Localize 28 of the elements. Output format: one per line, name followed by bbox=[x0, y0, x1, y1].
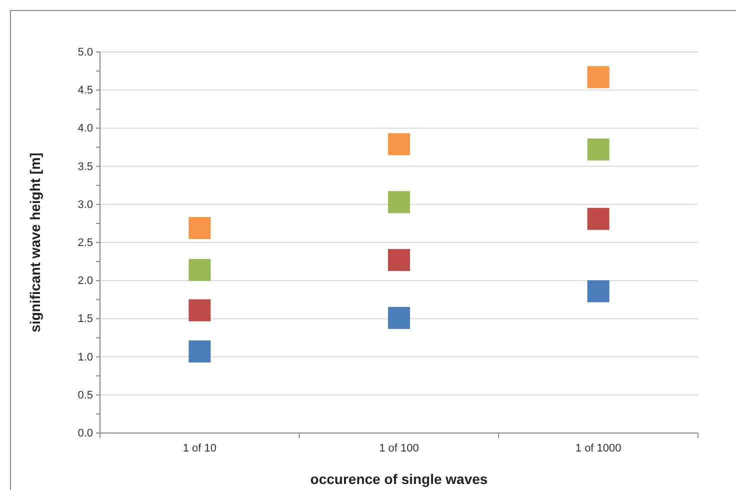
y-tick-label: 3.5 bbox=[78, 160, 93, 173]
y-tick-label: 2.0 bbox=[78, 275, 93, 288]
point bbox=[188, 217, 211, 240]
point bbox=[587, 208, 610, 230]
y-tick-label: 2.5 bbox=[78, 237, 93, 250]
point bbox=[388, 191, 410, 214]
y-tick-label: 4.5 bbox=[78, 84, 93, 97]
x-tick-label: 1 of 10 bbox=[182, 442, 216, 454]
y-tick-label: 4.0 bbox=[78, 122, 93, 135]
point bbox=[188, 340, 211, 362]
y-tick-label: 5.0 bbox=[78, 46, 93, 59]
x-axis-title: occurence of single waves bbox=[310, 471, 488, 487]
y-axis-title: significant wave height [m] bbox=[27, 152, 43, 332]
point bbox=[388, 306, 410, 329]
point bbox=[188, 299, 211, 322]
point bbox=[388, 249, 410, 272]
y-tick-label: 1.5 bbox=[78, 313, 93, 326]
point bbox=[188, 258, 211, 281]
point bbox=[388, 133, 410, 156]
x-tick-label: 1 of 1000 bbox=[575, 442, 622, 454]
y-tick-label: 0.5 bbox=[78, 389, 93, 402]
point bbox=[587, 138, 610, 161]
y-tick-label: 3.0 bbox=[78, 198, 93, 211]
y-tick-label: 0.0 bbox=[78, 428, 93, 440]
point bbox=[587, 280, 610, 302]
y-tick-label: 1.0 bbox=[78, 351, 93, 364]
point bbox=[587, 66, 610, 88]
x-tick-label: 1 of 100 bbox=[379, 442, 419, 454]
